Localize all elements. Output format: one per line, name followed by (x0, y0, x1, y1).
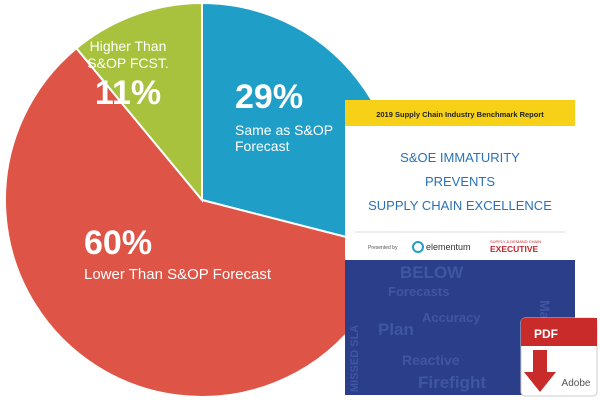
pdf-brand: Adobe (562, 378, 591, 389)
background-word: Accuracy (422, 310, 481, 325)
category-label: Same as S&OP Forecast (235, 121, 333, 155)
cover-title: SUPPLY CHAIN EXCELLENCE (368, 198, 552, 213)
background-word: MISSED SLA (349, 325, 361, 392)
download-arrow (524, 350, 556, 392)
pdf-label: PDF (534, 327, 558, 341)
slice-label: Higher Than S&OP FCST. 11% (78, 38, 178, 111)
background-word: Forecasts (388, 284, 449, 299)
slice-label: 60% Lower Than S&OP Forecast (84, 224, 304, 284)
background-word: Firefight (418, 373, 486, 392)
presented-by: Presented by (368, 245, 398, 251)
category-label: Higher Than S&OP FCST. (87, 38, 169, 71)
pdf-icon: PDF Adobe (520, 317, 598, 397)
banner-text: 2019 Supply Chain Industry Benchmark Rep… (376, 110, 544, 119)
background-word: Reactive (402, 352, 460, 368)
pie-slice (75, 1, 203, 203)
value-label: 11% (94, 73, 162, 112)
background-word: BELOW (400, 263, 464, 282)
cover-title: PREVENTS (425, 174, 495, 189)
value-label: 29% (235, 78, 304, 116)
slice-label: 29% Same as S&OP Forecast (235, 78, 345, 155)
publisher-small: SUPPLY & DEMAND CHAIN (490, 239, 541, 244)
pdf-header (521, 318, 597, 346)
background-word: Plan (378, 320, 414, 339)
sponsor-logo (412, 241, 424, 253)
category-label: Lower Than S&OP Forecast (84, 265, 272, 283)
cover-banner (345, 100, 575, 126)
pie-slice (4, 46, 395, 398)
value-label: 60% (84, 224, 153, 262)
publisher: EXECUTIVE (490, 244, 539, 254)
background-words: BELOWForecastsPlanAccuracyManualReactive… (349, 263, 553, 392)
sponsor: elementum (426, 242, 471, 252)
cover-title: S&OE IMMATURITY (400, 150, 520, 165)
